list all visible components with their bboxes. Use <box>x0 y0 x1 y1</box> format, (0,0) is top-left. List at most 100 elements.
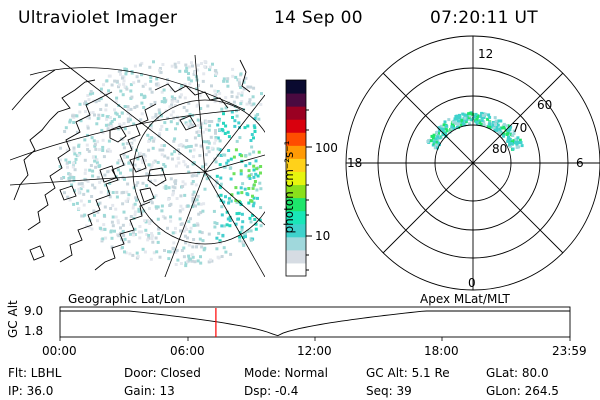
emission-pixel <box>178 152 182 156</box>
emission-pixel <box>129 222 133 226</box>
emission-pixel <box>158 111 162 115</box>
colorbar-cell <box>286 119 306 133</box>
emission-pixel <box>237 81 241 85</box>
emission-pixel <box>191 255 195 259</box>
emission-pixel <box>497 131 501 135</box>
emission-pixel <box>235 212 239 216</box>
emission-pixel <box>172 191 175 195</box>
emission-pixel <box>105 117 109 121</box>
emission-pixel <box>181 144 185 148</box>
emission-pixel <box>133 227 137 231</box>
emission-pixel <box>189 122 193 126</box>
emission-pixel <box>189 226 193 230</box>
emission-pixel <box>126 155 129 159</box>
emission-pixel <box>103 227 107 231</box>
emission-pixel <box>84 100 87 104</box>
emission-pixel <box>124 251 128 255</box>
apex-label: Apex MLat/MLT <box>420 292 510 306</box>
emission-pixel <box>455 125 459 129</box>
emission-pixel <box>122 79 126 83</box>
emission-pixel <box>163 100 166 104</box>
emission-pixel <box>120 237 124 241</box>
emission-pixel <box>465 115 469 119</box>
emission-pixel <box>105 115 109 119</box>
emission-pixel <box>187 125 191 129</box>
emission-pixel <box>248 216 252 220</box>
emission-pixel <box>123 155 127 159</box>
emission-pixel <box>126 182 130 186</box>
emission-pixel <box>208 65 212 69</box>
emission-pixel <box>140 61 144 65</box>
emission-pixel <box>143 167 147 171</box>
emission-pixel <box>162 88 166 92</box>
emission-pixel <box>129 89 133 93</box>
emission-pixel <box>182 255 186 259</box>
emission-pixel <box>204 162 208 166</box>
emission-pixel <box>159 128 163 132</box>
emission-pixel <box>183 182 187 186</box>
emission-pixel <box>154 205 158 209</box>
emission-pixel <box>171 231 175 235</box>
colorbar-cell <box>286 262 306 277</box>
emission-pixel <box>443 132 447 136</box>
emission-pixel <box>246 229 250 233</box>
emission-pixel <box>216 147 220 151</box>
emission-pixel <box>98 180 102 184</box>
emission-pixel <box>252 175 256 179</box>
emission-pixel <box>487 113 491 117</box>
emission-pixel <box>122 210 126 214</box>
mlt-label-0: 0 <box>468 276 476 290</box>
emission-pixel <box>68 198 72 202</box>
emission-pixel <box>175 248 179 252</box>
emission-pixel <box>512 129 516 133</box>
emission-pixel <box>201 165 205 169</box>
emission-pixel <box>243 126 247 130</box>
emission-pixel <box>243 187 247 191</box>
emission-pixel <box>239 72 243 76</box>
emission-pixel <box>114 207 118 211</box>
emission-pixel <box>175 197 179 200</box>
emission-pixel <box>259 103 263 106</box>
emission-pixel <box>225 223 229 227</box>
emission-pixel <box>239 102 243 106</box>
emission-pixel <box>230 110 234 114</box>
emission-pixel <box>141 247 145 251</box>
emission-pixel <box>154 82 158 86</box>
emission-pixel <box>115 190 119 194</box>
emission-pixel <box>213 100 217 104</box>
emission-pixel <box>235 95 239 99</box>
emission-pixel <box>68 120 72 124</box>
emission-pixel <box>506 137 510 141</box>
emission-pixel <box>195 198 199 202</box>
emission-pixel <box>124 199 128 203</box>
emission-pixel <box>208 258 212 262</box>
emission-pixel <box>127 161 131 165</box>
emission-pixel <box>58 165 62 168</box>
emission-pixel <box>193 199 197 203</box>
emission-pixel <box>201 209 205 213</box>
emission-pixel <box>202 202 206 206</box>
emission-pixel <box>234 186 238 190</box>
emission-pixel <box>142 209 146 213</box>
emission-pixel <box>257 117 261 121</box>
emission-pixel <box>164 186 168 190</box>
emission-pixel <box>132 138 136 142</box>
emission-pixel <box>160 153 164 157</box>
emission-pixel <box>198 237 202 241</box>
emission-pixel <box>151 240 155 244</box>
emission-pixel <box>119 72 122 76</box>
emission-pixel <box>166 78 170 82</box>
emission-pixel <box>236 217 240 221</box>
emission-pixel <box>507 135 510 139</box>
emission-pixel <box>205 120 209 124</box>
emission-pixel <box>180 249 184 252</box>
emission-pixel <box>74 157 78 161</box>
emission-pixel <box>458 122 462 126</box>
emission-pixel <box>113 108 116 112</box>
emission-pixel <box>135 251 139 255</box>
emission-pixel <box>118 158 122 162</box>
emission-pixel <box>432 136 435 140</box>
emission-pixel <box>78 110 82 114</box>
emission-pixel <box>166 116 170 120</box>
emission-pixel <box>210 120 214 123</box>
